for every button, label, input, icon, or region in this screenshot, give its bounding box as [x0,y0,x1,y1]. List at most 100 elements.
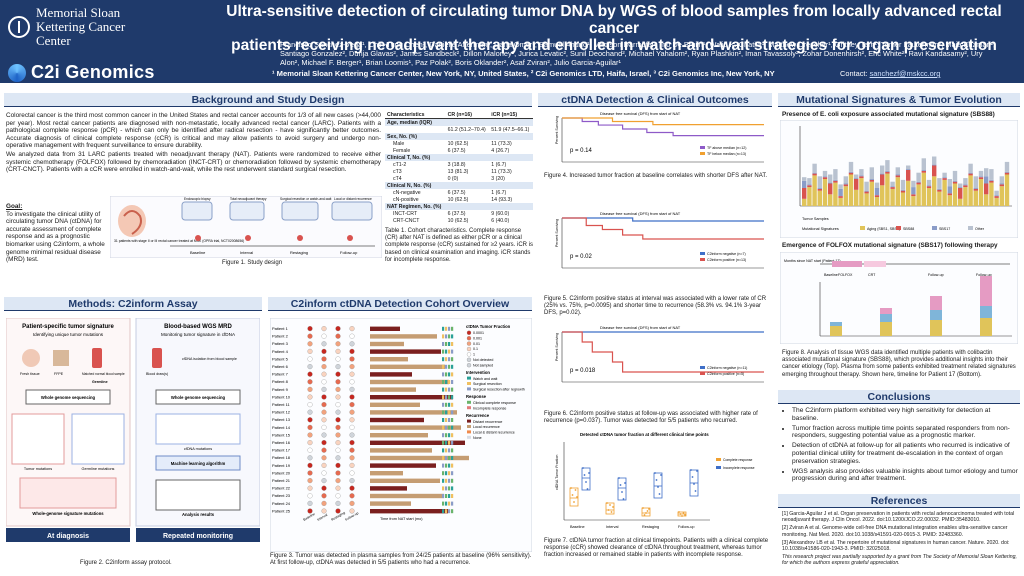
ctdna-dot [335,440,341,446]
y-axis-label: Percent Surviving [555,333,559,361]
table-cell: 0 (0) [447,175,459,182]
data-point [612,506,614,508]
annotation-cell [442,433,445,438]
legend-label: TF below median (n=13) [707,152,746,156]
table-cell [445,154,490,161]
ctdna-dot [307,500,313,506]
annotation-cell [451,463,454,468]
data-point [690,469,692,471]
data-point [681,515,683,517]
ctdna-dot [349,333,355,339]
poster-header: Memorial Sloan Kettering Cancer Center C… [0,0,1024,83]
contact-email-link[interactable]: sanchezf@mskcc.org [869,69,941,78]
legend-swatch [700,366,705,369]
signature-bar-segment [843,184,848,187]
data-point [693,483,695,485]
signature-stack-segment [930,296,942,310]
patient-label: Patient 10 [272,394,291,399]
ctdna-dot [321,394,327,400]
ctdna-dot [349,440,355,446]
legend-label: 0.001 [473,336,482,340]
annotation-cell [448,456,451,460]
data-point [642,507,644,509]
patient-label: Patient 21 [272,478,291,483]
ctdna-dot [321,485,327,491]
timeline-bar [370,501,411,506]
methods-left-title: Patient-specific tumor signature [22,324,114,330]
ctdna-dot [349,462,355,468]
signature-bar-segment [843,176,848,184]
signature-bar-segment [926,186,932,188]
signature-bar-segment [900,179,906,190]
patient-label: Patient 18 [272,455,291,460]
table-cell: 9 (60.0) [491,210,510,217]
annotation-cell [451,486,454,491]
methods-title: Methods: C2inform Assay [4,297,262,311]
legend-swatch [467,387,471,391]
sbs17-timeline: Months since NAT start (Patient 17) Basel… [780,252,1018,344]
ctdna-dot [321,417,327,423]
goal-text: To investigate the clinical utility of c… [6,210,105,264]
km-curve [562,117,764,137]
annotation-cell [451,326,454,331]
legend-swatch [716,466,721,469]
patient-label: Patient 19 [272,463,291,468]
annotation-cell [451,342,454,346]
table-cell: 6 (37.5) [447,147,466,154]
column-label: Follow-up [345,511,360,522]
signature-bar-segment [911,196,916,206]
ctdna-dot [307,326,313,332]
signature-bar-segment [978,170,984,177]
signature-bar-segment [864,193,869,206]
column-label: Baseline [303,512,316,522]
signature-bar-segment [989,182,994,206]
signature-bar-segment [848,171,854,173]
timeline-bar [370,455,469,461]
signature-bar-segment [817,188,822,191]
cohort-x-label: Time from NAT start (mo) [380,517,423,521]
annotation-cell [448,494,451,498]
annotation-cell [442,380,445,384]
signature-bar-segment [921,170,926,173]
table-cell: Sex, No. (%) [385,133,446,140]
label-blood-draws: Blood draw(s) [146,372,168,376]
signature-bar-segment [817,190,822,206]
background-paragraph-1: Colorectal cancer is the third most comm… [6,112,381,150]
annotation-cell [445,357,448,362]
table-row: cT4 0 (0) 3 (20) [385,175,533,182]
reference-item: [1] Garcia-Aguilar J et al. Organ preser… [782,511,1015,524]
ctdna-dot [307,348,313,354]
table-row: Sex, No. (%) [385,133,533,140]
signature-bar-segment [890,186,895,188]
legend-dot [466,330,472,335]
ctdna-dot [307,440,313,446]
timeline-label: CRT [868,273,876,277]
km-plot-1: Disease free survival (DFS) from start o… [555,111,764,163]
data-point [573,501,575,503]
annotation-cell [448,402,451,407]
box [653,472,663,499]
annotation-cell [448,425,451,430]
signature-bar-segment [963,187,968,206]
patient-label: Patient 13 [272,417,291,422]
km-title: Disease free survival (DFS) from start o… [600,325,681,330]
fig7-y-label: ctDNA Tumor Fraction [555,455,559,490]
signature-bar-segment [937,178,942,189]
signature-bar-segment [916,181,921,183]
signature-stack-segment [880,308,892,314]
patient-label: Patient 25 [272,508,291,513]
box [581,467,591,491]
table-header: Characteristics [385,111,446,119]
legend-swatch [467,400,471,404]
author-list: Francisco Sanchez-Vega¹, Chin-Tung Chen¹… [280,40,996,67]
annotation-cell [448,334,451,339]
ctdna-title: ctDNA Detection & Clinical Outcomes [538,93,772,107]
signature-bar-segment [817,176,822,188]
signature-bar-segment [854,174,859,179]
ctdna-dot [349,402,355,408]
annotation-cell [442,387,445,392]
signature-bar-segment [802,188,807,199]
table-row: cT3 13 (81.3) 11 (73.3) [385,168,533,175]
signature-bar-segment [802,177,807,181]
timeline-label: Follow-up [976,273,992,277]
